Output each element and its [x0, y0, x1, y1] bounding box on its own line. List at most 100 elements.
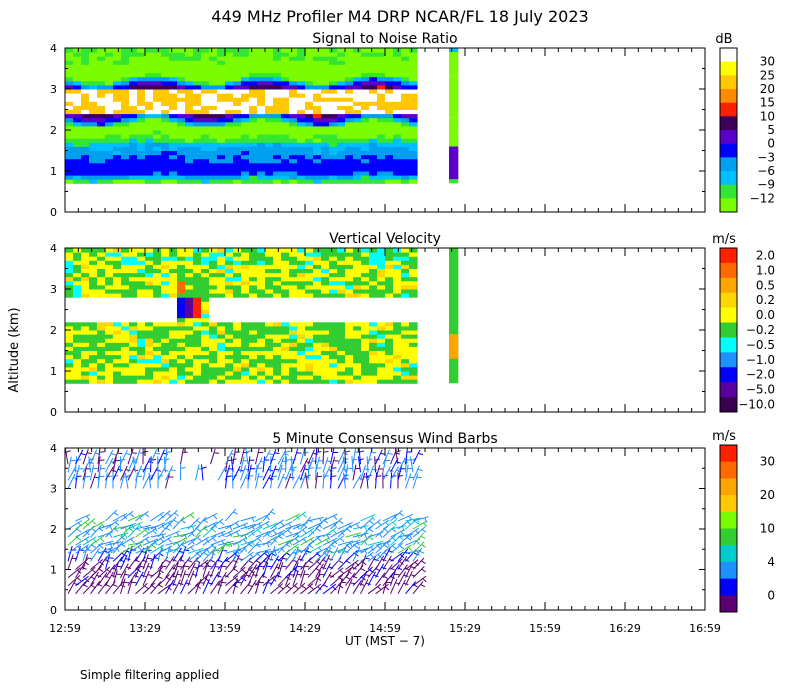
vv-cell: [65, 297, 74, 302]
snr-cell: [65, 134, 74, 139]
vv-cell: [385, 330, 394, 335]
snr-cell: [297, 109, 306, 115]
snr-cell: [113, 72, 122, 78]
vv-cell: [169, 280, 178, 286]
wind-barb-flag: [304, 550, 308, 555]
wind-barb-flag: [100, 522, 105, 528]
wind-barb: [292, 474, 301, 489]
snr-cell: [401, 72, 410, 78]
wind-barb: [88, 456, 91, 473]
snr-cell: [337, 93, 346, 98]
vv-strip: [449, 248, 459, 384]
snr-cell: [209, 97, 218, 102]
vv-cell: [353, 297, 362, 302]
vv-cell: [297, 366, 306, 372]
wind-barb: [150, 449, 158, 465]
snr-cell: [73, 125, 82, 131]
wind-barb: [180, 570, 186, 586]
snr-cell: [137, 84, 146, 90]
vv-cell: [217, 289, 226, 294]
vv-cell: [217, 354, 226, 360]
wind-barb: [277, 538, 294, 546]
snr-cell: [353, 72, 362, 78]
vv-cell: [105, 276, 114, 282]
snr-cell: [345, 72, 354, 78]
vv-cell: [313, 309, 322, 315]
vv-cell: [353, 358, 362, 364]
wind-barb: [375, 563, 385, 578]
vv-cell: [345, 256, 354, 261]
vv-cell: [377, 371, 386, 376]
wind-barb-flag: [400, 531, 405, 536]
vv-cell: [81, 334, 90, 339]
wind-barb: [120, 510, 134, 522]
snr-cell: [361, 134, 370, 139]
snr-cell: [137, 130, 146, 135]
snr-cell: [329, 64, 338, 69]
snr-cell: [169, 134, 178, 139]
vv-cell: [289, 338, 298, 343]
vv-cell: [65, 248, 74, 253]
snr-cell: [89, 166, 98, 172]
vv-cell: [89, 305, 98, 310]
vv-cell: [81, 350, 90, 356]
snr-cell: [241, 72, 250, 78]
vv-cell: [345, 260, 354, 265]
vv-cell: [209, 330, 218, 335]
snr-cell: [281, 134, 290, 139]
wind-barb-flag: [173, 519, 179, 523]
snr-cell: [145, 166, 154, 172]
snr-cell: [321, 113, 330, 119]
wind-barb: [277, 582, 291, 595]
vv-cell: [265, 334, 274, 339]
wind-barb-flag: [399, 545, 404, 550]
snr-cell: [193, 130, 202, 135]
snr-cell: [305, 150, 314, 156]
vv-cell: [65, 276, 74, 282]
snr-cell: [177, 154, 186, 160]
snr-cell: [129, 56, 138, 61]
wind-barb-flag: [255, 560, 261, 564]
snr-cell: [201, 48, 210, 53]
wind-barb: [367, 543, 381, 554]
vv-cell: [385, 260, 394, 265]
vv-cell: [97, 309, 106, 315]
snr-cell: [241, 142, 250, 147]
vv-cell: [361, 375, 370, 380]
vv-cell: [97, 330, 106, 335]
vv-cell: [161, 379, 170, 384]
wind-barb: [292, 562, 299, 578]
wind-barb: [232, 536, 248, 546]
wind-barb-flag: [151, 544, 157, 549]
snr-cell: [145, 72, 154, 78]
vv-cell: [153, 350, 162, 356]
snr-cell: [409, 150, 418, 156]
vv-cell: [201, 321, 210, 327]
vv-cell: [289, 362, 298, 368]
wind-barb: [217, 466, 227, 481]
vv-cell: [313, 346, 322, 351]
snr-cell: [249, 56, 258, 61]
snr-cell: [201, 125, 210, 131]
wind-barb-flag: [166, 512, 172, 517]
vv-cell: [313, 371, 322, 376]
wind-barb: [180, 556, 191, 570]
snr-cell: [73, 60, 82, 65]
colorbar-cell: [720, 61, 737, 76]
vv-cell: [249, 305, 258, 310]
snr-cell: [361, 171, 370, 176]
vv-cell: [225, 268, 234, 274]
snr-cell: [265, 72, 274, 78]
snr-cell: [353, 80, 362, 86]
wind-barb: [322, 456, 329, 473]
snr-cell: [233, 162, 242, 168]
snr-cell: [217, 76, 226, 82]
snr-cell: [97, 76, 106, 82]
snr-cell: [385, 97, 394, 102]
vv-cell: [377, 338, 386, 343]
vv-cell: [161, 272, 170, 278]
snr-cell: [409, 48, 418, 53]
wind-barb: [202, 512, 218, 522]
snr-cell: [313, 80, 322, 86]
vv-cell: [361, 297, 370, 302]
